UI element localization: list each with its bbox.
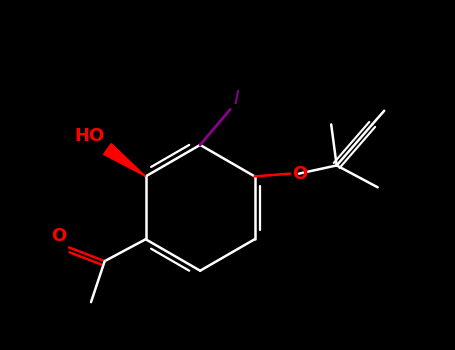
- Polygon shape: [104, 144, 146, 176]
- Text: HO: HO: [75, 127, 105, 145]
- Text: O: O: [51, 227, 66, 245]
- Text: O: O: [293, 164, 308, 183]
- Text: I: I: [233, 89, 239, 108]
